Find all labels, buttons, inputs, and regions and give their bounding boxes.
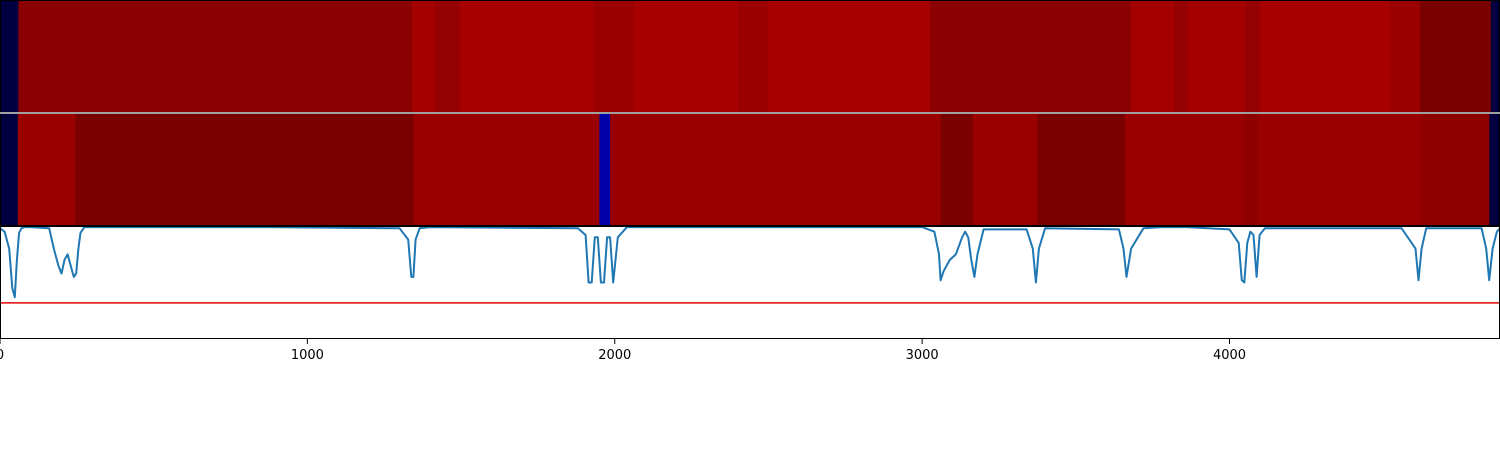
heatmap-1-segment-10 <box>1131 0 1175 113</box>
x-axis: 0 1000 2000 3000 4000 <box>0 339 1246 363</box>
heatmap-2-segment-2 <box>75 113 414 226</box>
heatmap-2-segment-1 <box>17 113 76 226</box>
x-tick-label-3: 3000 <box>906 348 939 363</box>
heatmap-1-segment-0 <box>0 0 19 113</box>
heatmap-1-segment-5 <box>593 0 636 113</box>
heatmap-2-segment-12 <box>1420 113 1490 226</box>
heatmap-1-segment-1 <box>18 0 413 113</box>
heatmap-2-segment-10 <box>1243 113 1260 226</box>
x-tick-label-0: 0 <box>0 348 4 363</box>
heatmap-1-segment-12 <box>1188 0 1246 113</box>
heatmap-2-segment-4 <box>599 113 611 226</box>
heatmap-1-segment-6 <box>634 0 739 113</box>
heatmap-1-segment-2 <box>411 0 436 113</box>
heatmap-1-segment-4 <box>459 0 594 113</box>
heatmap-1-segment-14 <box>1260 0 1390 113</box>
heatmap-2-segment-6 <box>940 113 974 226</box>
line-series-0 <box>0 226 1500 299</box>
heatmap-1-segment-8 <box>768 0 931 113</box>
heatmap-2-segment-8 <box>1037 113 1126 226</box>
heatmap-bottom <box>0 112 1500 226</box>
heatmap-1-segment-7 <box>737 0 769 113</box>
heatmap-2-segment-3 <box>413 113 600 226</box>
line-plot-background <box>0 226 1500 339</box>
heatmap-1-segment-15 <box>1389 0 1421 113</box>
heatmap-2-segment-5 <box>610 113 942 226</box>
heatmap-top <box>0 0 1500 113</box>
line-plot-panel <box>0 226 1500 339</box>
heatmap-2-segment-11 <box>1258 113 1421 226</box>
heatmap-2-segment-13 <box>1489 113 1500 226</box>
heatmap-1-segment-16 <box>1420 0 1492 113</box>
heatmap-2-segment-0 <box>0 113 19 226</box>
heatmap-1-segment-3 <box>434 0 461 113</box>
heatmap-2-segment-9 <box>1125 113 1244 226</box>
x-tick-label-1: 1000 <box>291 348 324 363</box>
heatmap-1-segment-13 <box>1244 0 1261 113</box>
heatmap-2-segment-7 <box>972 113 1038 226</box>
heatmap-1-segment-9 <box>929 0 1132 113</box>
heatmap-1-segment-11 <box>1174 0 1189 113</box>
heatmap-1-segment-17 <box>1490 0 1500 113</box>
x-tick-label-2: 2000 <box>598 348 631 363</box>
x-tick-label-4: 4000 <box>1213 348 1246 363</box>
